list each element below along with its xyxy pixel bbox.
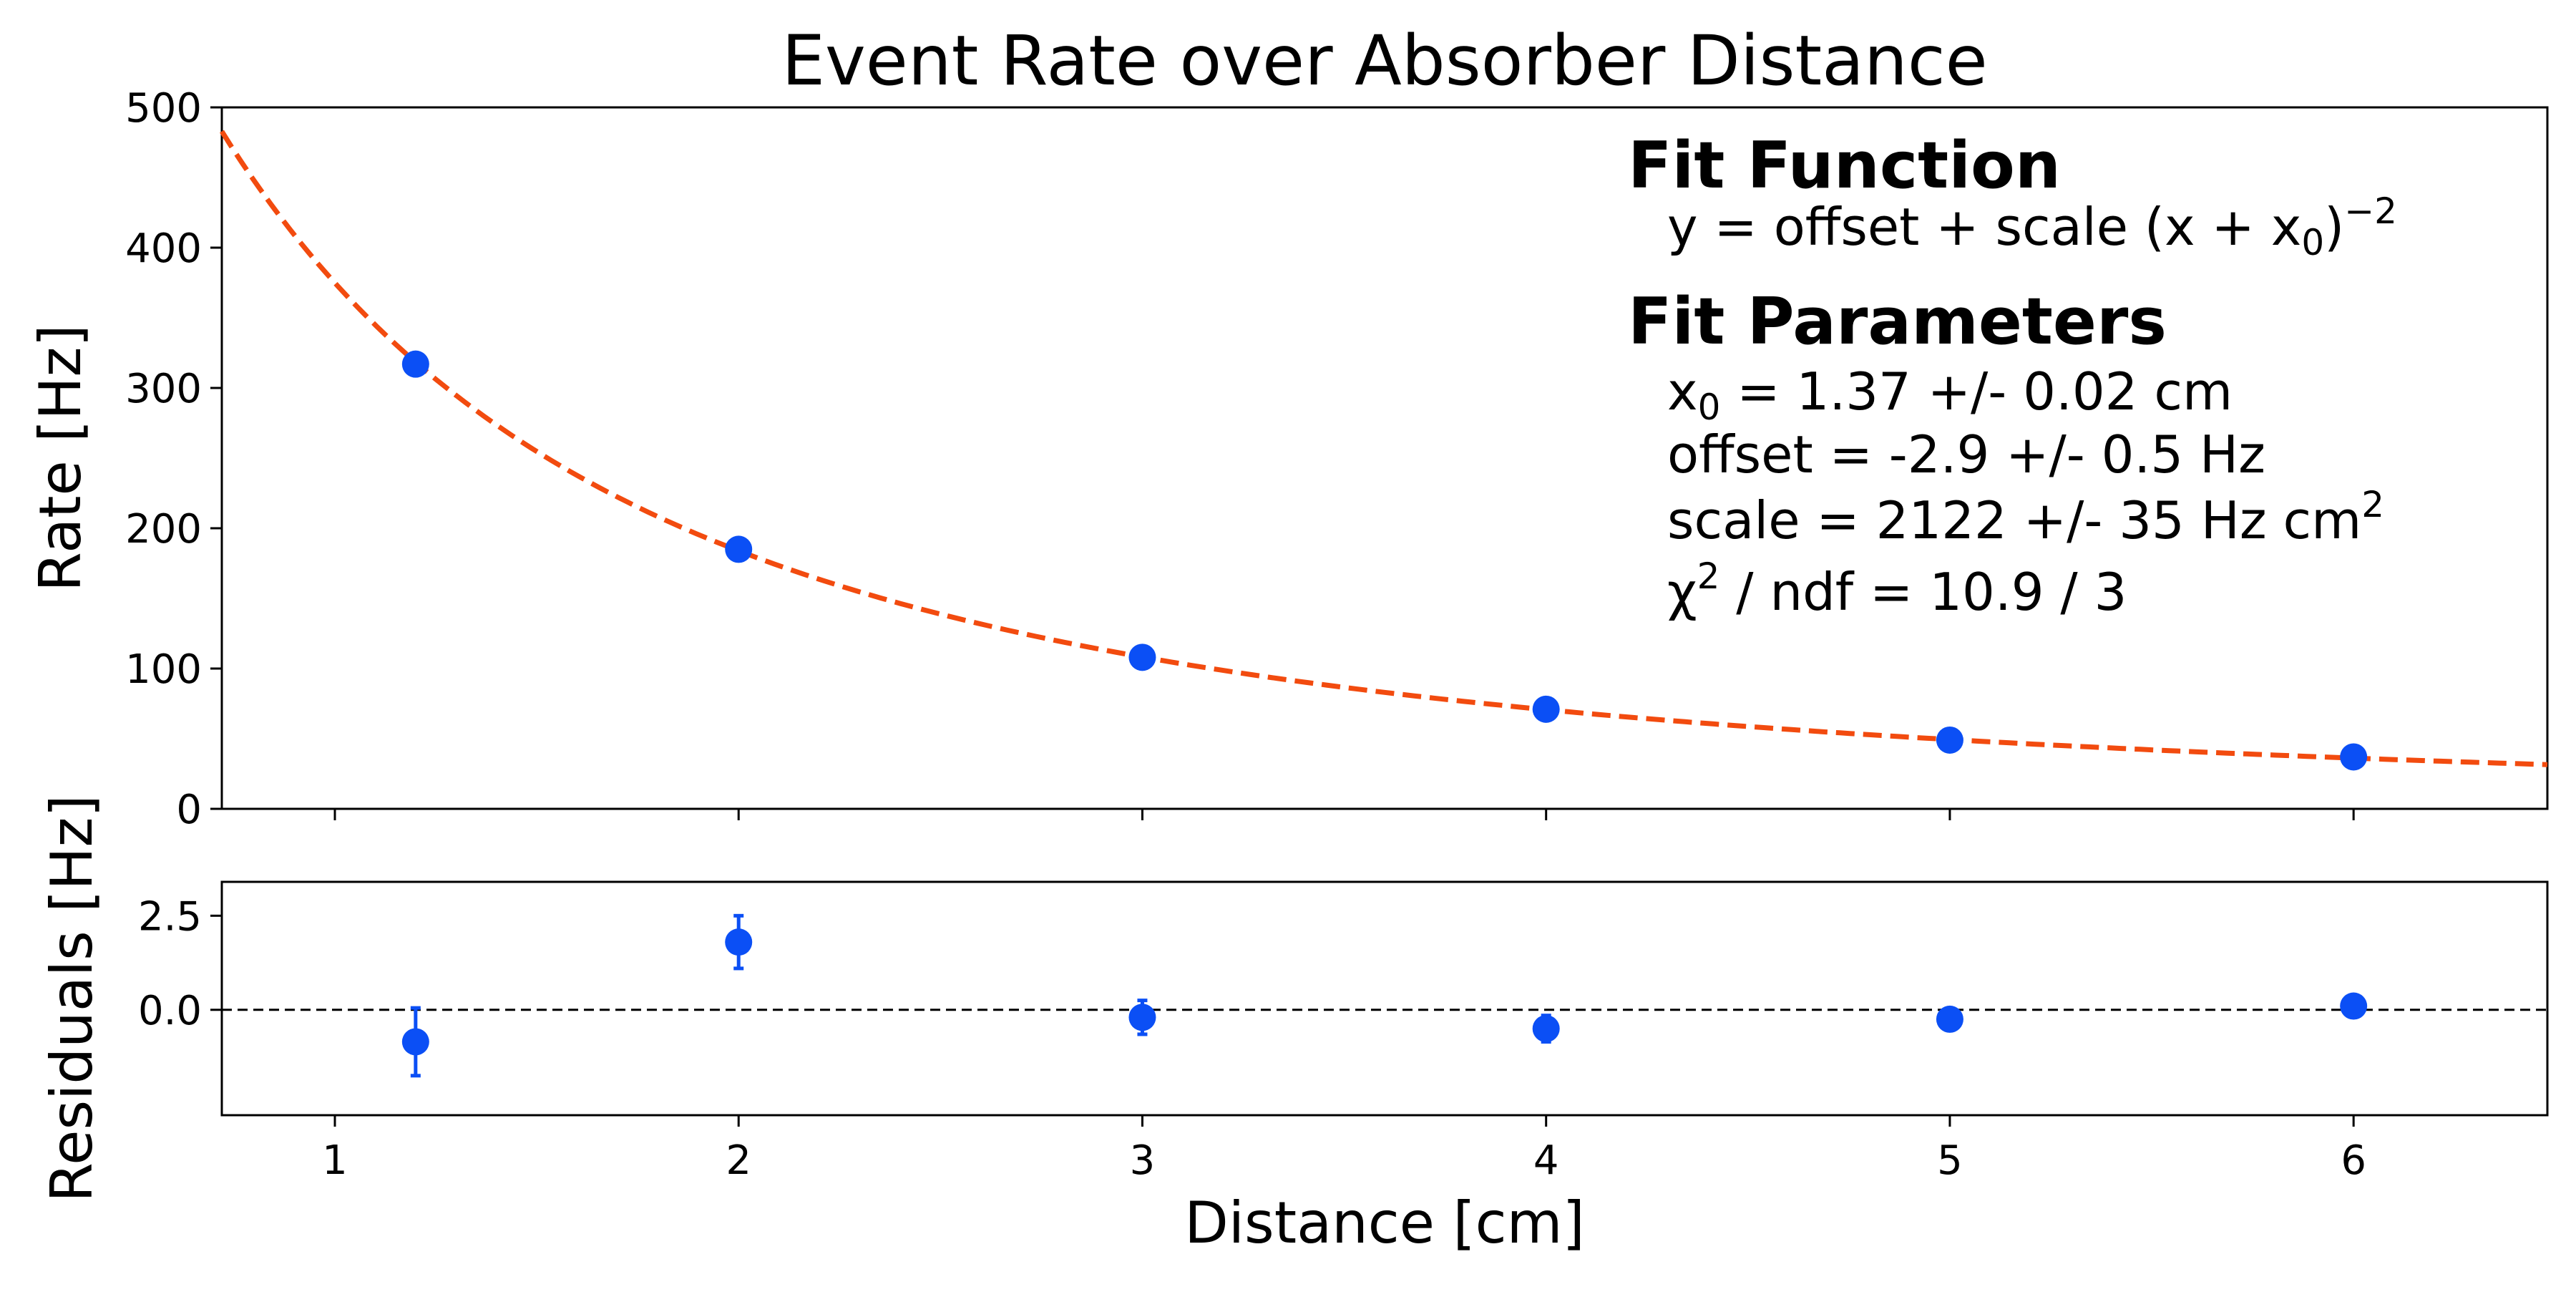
main-y-tick-label: 0 <box>176 787 202 833</box>
fit-parameters-heading: Fit Parameters <box>1628 284 2167 359</box>
main-frame <box>220 106 2549 810</box>
main-y-tick-label: 200 <box>125 506 202 553</box>
residuals-data-point <box>401 1028 429 1056</box>
residuals-y-axis-label: Residuals [Hz] <box>39 795 105 1203</box>
residuals-data-point <box>1936 1005 1963 1033</box>
fit-curve <box>220 130 2548 767</box>
residuals-panel: 0.0 2.5 1 2 3 4 5 6 Residuals [Hz] <box>39 795 2549 1203</box>
param-x0: x0 = 1.37 +/- 0.02 cm <box>1667 361 2233 428</box>
residuals-data-point <box>2340 992 2368 1020</box>
main-y-tick-label: 100 <box>125 646 202 693</box>
x-tick-label: 4 <box>1533 1137 1559 1184</box>
residuals-data-point <box>1128 1004 1156 1031</box>
residuals-data-point <box>725 928 753 956</box>
fit-function-text: y = offset + scale (x + x0)−2 <box>1667 190 2397 263</box>
param-offset: offset = -2.9 +/- 0.5 Hz <box>1667 424 2265 485</box>
residuals-y-tick-label: 0.0 <box>138 988 202 1034</box>
x-tick-label: 2 <box>726 1137 751 1184</box>
param-scale: scale = 2122 +/- 35 Hz cm2 <box>1667 484 2384 550</box>
x-tick-label: 5 <box>1937 1137 1963 1184</box>
x-tick-label: 1 <box>322 1137 348 1184</box>
main-y-tick-label: 400 <box>125 225 202 272</box>
main-data-point <box>401 350 429 378</box>
fit-function-heading: Fit Function <box>1628 128 2061 203</box>
main-data-point <box>1532 695 1560 723</box>
main-y-axis-label: Rate [Hz] <box>27 324 94 591</box>
residuals-data-point <box>1532 1015 1560 1043</box>
main-y-tick-label: 300 <box>125 366 202 412</box>
main-data-point <box>1128 643 1156 671</box>
x-tick-label: 3 <box>1130 1137 1156 1184</box>
main-y-tick-label: 500 <box>125 85 202 132</box>
main-data-point <box>2340 743 2368 771</box>
chart-title: Event Rate over Absorber Distance <box>781 21 1987 101</box>
residuals-y-tick-label: 2.5 <box>138 893 202 940</box>
residuals-frame <box>220 880 2549 1117</box>
main-data-point <box>725 535 753 563</box>
x-tick-label: 6 <box>2341 1137 2366 1184</box>
main-panel: 0 100 200 300 400 500 Rate [Hz] <box>27 85 2549 833</box>
x-axis-label: Distance [cm] <box>1184 1190 1585 1256</box>
main-data-point <box>1936 726 1963 754</box>
param-chi2: χ2 / ndf = 10.9 / 3 <box>1667 555 2127 622</box>
